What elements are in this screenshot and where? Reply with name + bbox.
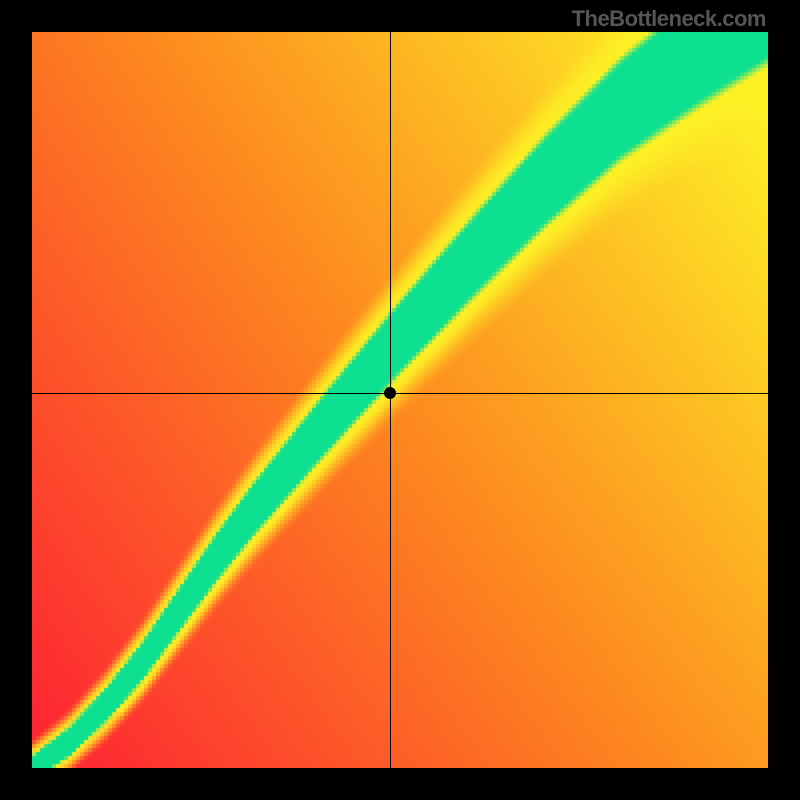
crosshair-vertical	[390, 32, 391, 768]
heatmap-canvas	[32, 32, 768, 768]
chart-frame	[32, 32, 768, 768]
watermark-text: TheBottleneck.com	[572, 6, 766, 32]
selection-marker	[384, 387, 396, 399]
crosshair-horizontal	[32, 393, 768, 394]
